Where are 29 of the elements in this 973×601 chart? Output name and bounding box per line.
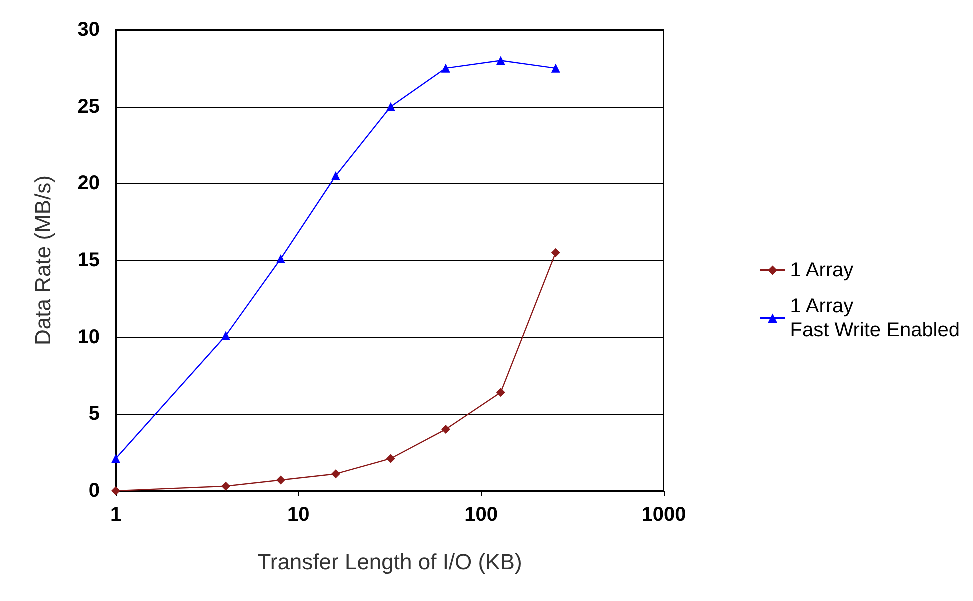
point bbox=[496, 388, 506, 398]
point bbox=[386, 454, 396, 464]
y-tick-label: 25 bbox=[78, 96, 100, 118]
y-tick-label: 0 bbox=[88, 480, 100, 502]
y-tick-label: 10 bbox=[78, 326, 100, 348]
x-tick-label: 1 bbox=[110, 504, 122, 526]
y-tick-label: 30 bbox=[78, 19, 100, 41]
point bbox=[496, 56, 506, 66]
point bbox=[386, 102, 396, 112]
x-axis-title: Transfer Length of I/O (KB) bbox=[258, 550, 522, 574]
point bbox=[221, 331, 230, 340]
point bbox=[276, 476, 286, 485]
point bbox=[331, 171, 340, 180]
x-tick-label: 10 bbox=[288, 504, 310, 526]
y-tick-label: 15 bbox=[78, 250, 100, 272]
y-axis-title: Data Rate (MB/s) bbox=[30, 176, 56, 346]
point bbox=[331, 470, 340, 479]
point bbox=[441, 425, 450, 434]
point bbox=[551, 248, 560, 258]
point bbox=[221, 482, 230, 491]
legend-label: 1 Array Fast Write Enabled bbox=[790, 296, 960, 342]
point bbox=[551, 64, 560, 73]
point bbox=[276, 254, 286, 264]
legend-label: 1 Array bbox=[790, 260, 854, 282]
y-tick-label: 5 bbox=[88, 403, 100, 426]
x-tick-label: 1000 bbox=[642, 504, 686, 526]
y-tick-label: 20 bbox=[78, 172, 100, 195]
point bbox=[441, 64, 450, 73]
x-tick-label: 100 bbox=[464, 504, 498, 526]
